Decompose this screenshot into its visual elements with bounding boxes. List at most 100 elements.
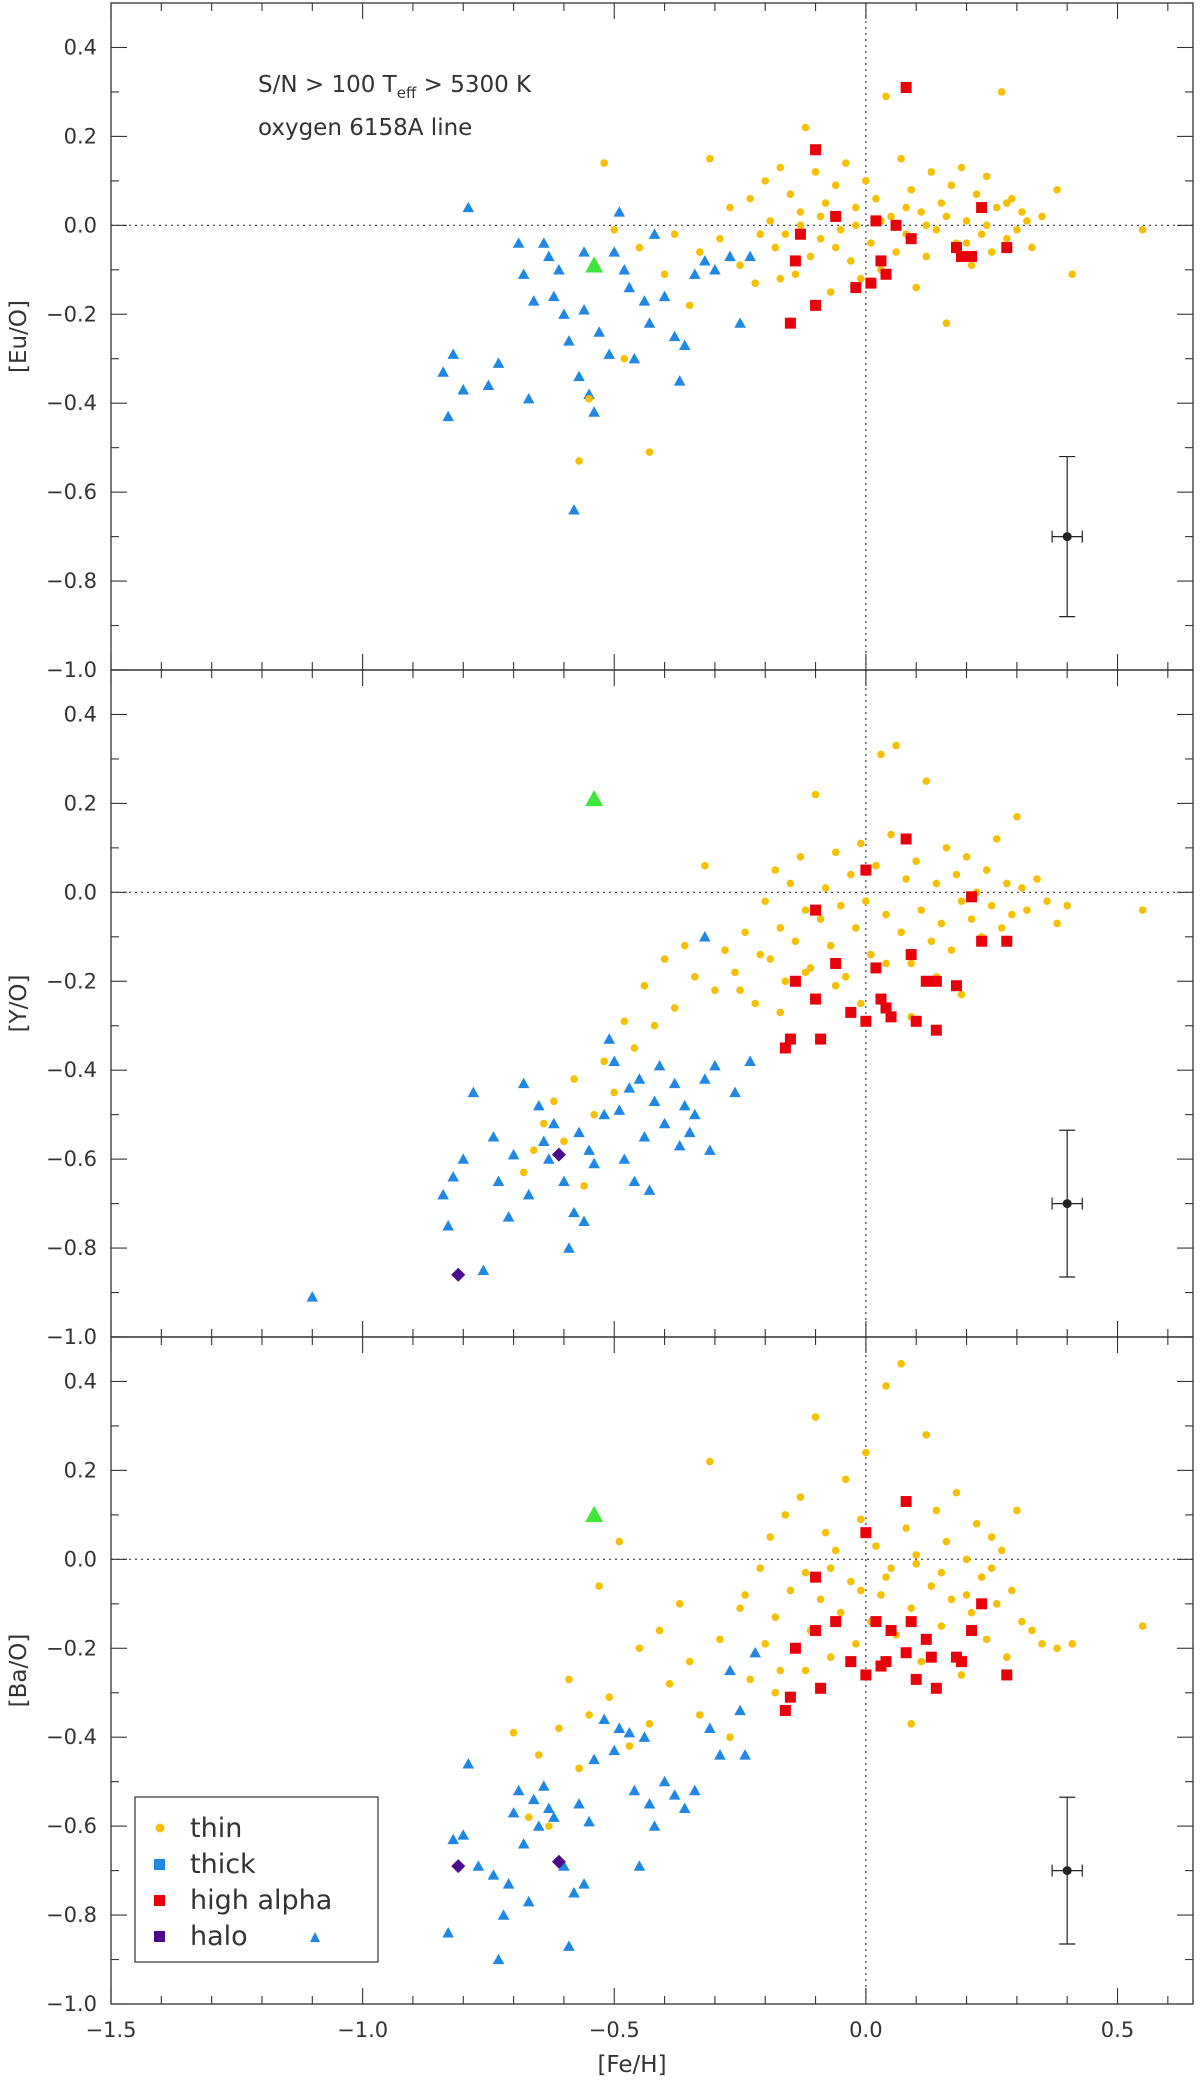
thin-point [927, 937, 936, 946]
thin-point [937, 1622, 946, 1630]
thin-point [1023, 906, 1031, 914]
thin-point [857, 1515, 865, 1524]
y-tick-label: −1.0 [46, 658, 97, 682]
thick-point [588, 1157, 600, 1169]
thin-point [701, 861, 709, 870]
high-alpha-point [900, 1496, 912, 1508]
thin-point [811, 168, 820, 176]
thin-point [967, 1608, 976, 1617]
y-tick-label: 0.2 [64, 1458, 97, 1482]
thick-point [688, 1784, 701, 1796]
high-alpha-point [1001, 935, 1013, 947]
thin-point [736, 261, 744, 270]
thin-point [721, 946, 729, 954]
thin-point [690, 973, 699, 981]
thick-point [613, 206, 626, 217]
thin-point [1043, 897, 1051, 906]
thin-point [741, 928, 749, 937]
thick-point [447, 1171, 460, 1182]
thin-point [932, 879, 941, 888]
thick-point [447, 348, 460, 359]
thin-point [982, 221, 991, 230]
high-alpha-point [779, 1042, 791, 1054]
thin-point [917, 208, 926, 216]
thick-point [744, 1055, 756, 1066]
thick-point [457, 1153, 470, 1164]
thick-point [704, 1722, 716, 1733]
thin-point [781, 977, 790, 986]
thin-point [796, 208, 805, 216]
thin-point [1002, 199, 1011, 207]
thin-point [831, 1546, 840, 1555]
high-alpha-point [880, 268, 892, 280]
thick-point [623, 1726, 636, 1738]
high-alpha-point [845, 1006, 857, 1018]
high-alpha-point [966, 250, 978, 262]
thin-point [635, 243, 644, 252]
y-tick-label: −0.8 [46, 1236, 97, 1260]
thick-point [543, 1802, 555, 1813]
thick-point [593, 326, 605, 337]
thin-point [887, 212, 895, 221]
y-tick-label: 0.4 [64, 702, 97, 726]
y-tick-label: −0.6 [46, 1814, 97, 1838]
thin-point [932, 1506, 941, 1515]
thin-point [645, 1720, 654, 1728]
high-alpha-point [920, 975, 932, 987]
thin-point [751, 999, 759, 1008]
thin-point [922, 777, 931, 785]
thick-point [568, 504, 580, 515]
thin-point [555, 1724, 563, 1733]
thin-point [801, 123, 810, 132]
thick-point [613, 1722, 626, 1733]
x-tick-label: −0.5 [589, 2018, 640, 2042]
thin-point [957, 1671, 966, 1679]
panel-1: 0.4 0.2 0.0 −0.2 −0.4 −0.6 −0.8 −1.0 [Eu/O] [6, 2, 1194, 682]
thin-point [882, 910, 890, 919]
high-alpha-point [779, 1705, 791, 1717]
thin-point [771, 1613, 780, 1621]
thin-point [831, 243, 840, 252]
thick-point [699, 255, 711, 266]
high-alpha-point [880, 1656, 892, 1668]
thick-point [578, 304, 590, 315]
thin-point [801, 968, 810, 977]
high-alpha-point [865, 277, 877, 289]
thin-point [907, 1720, 915, 1728]
thin-point [524, 1813, 533, 1822]
thin-point [982, 1635, 991, 1644]
thin-point [937, 199, 946, 207]
thin-point [912, 1559, 921, 1568]
thick-point [543, 250, 555, 262]
thick-point [538, 237, 550, 248]
thick-point [699, 931, 711, 942]
high-alpha-point [900, 833, 912, 845]
thin-point [1068, 270, 1077, 279]
thin-point [1053, 919, 1061, 928]
error-bar-point [1062, 532, 1072, 542]
thin-point [595, 1582, 603, 1590]
thin-point [897, 1359, 905, 1368]
thin-point [1038, 1640, 1046, 1648]
panel-2: 0.4 0.2 0.0 −0.2 −0.4 −0.6 −0.8 −1.0 [Y/O] [6, 669, 1194, 1349]
thick-point [548, 1117, 560, 1129]
thin-point [942, 319, 951, 327]
thin-point [836, 1608, 845, 1617]
thin-point [862, 177, 870, 185]
thin-point [816, 234, 825, 243]
y-tick-label: −0.8 [46, 569, 97, 593]
y-tick-label: −0.2 [46, 1636, 97, 1660]
thin-point [962, 1555, 971, 1564]
y-axis-label: [Eu/O] [6, 300, 32, 373]
thick-point [538, 1780, 550, 1791]
panel-3: 0.40.20.0−0.2−0.4−0.6−0.8−1.0−1.5 −1.0 −0.… [6, 1336, 1194, 2078]
y-tick-label: −0.4 [46, 1725, 97, 1749]
thin-point [942, 1537, 951, 1546]
thin-point [1013, 225, 1021, 234]
high-alpha-point [789, 975, 801, 987]
thin-point [852, 1640, 860, 1648]
high-alpha-point [810, 1624, 822, 1636]
y-tick-label: 0.2 [64, 791, 97, 815]
thin-point [897, 154, 905, 163]
thin-point [922, 1431, 931, 1439]
